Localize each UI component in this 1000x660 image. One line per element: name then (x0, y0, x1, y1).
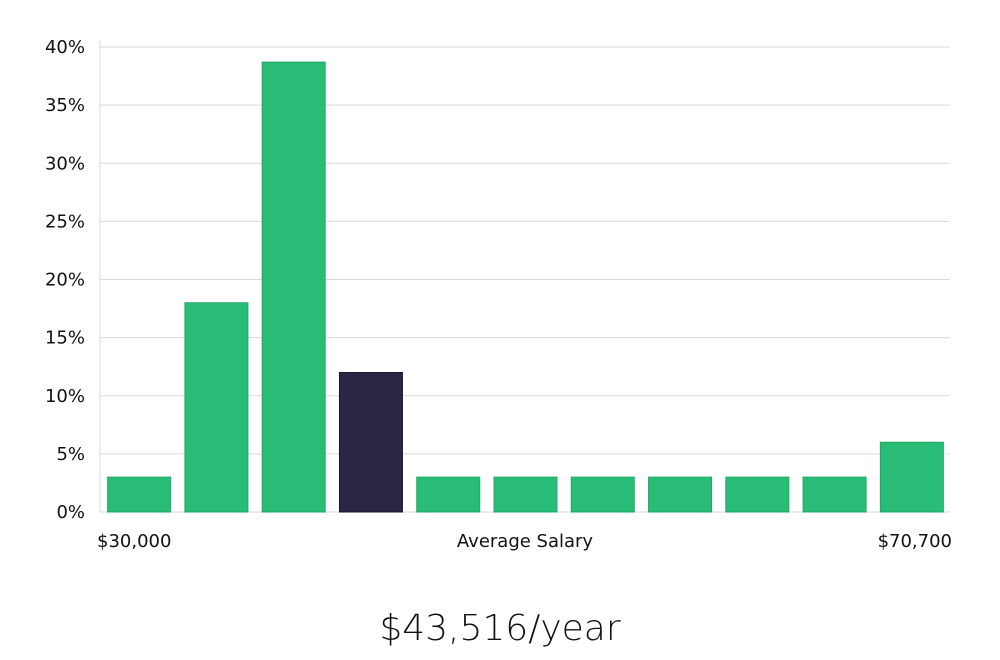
y-tick-label: 35% (45, 95, 85, 116)
bar (493, 476, 558, 513)
x-min-label: $30,000 (97, 531, 171, 552)
y-tick-label: 20% (45, 270, 85, 291)
bar-highlight (338, 372, 403, 513)
bar (570, 476, 635, 513)
average-salary-headline: $43,516/year (379, 608, 621, 649)
y-tick-label: 10% (45, 386, 85, 407)
bar (802, 476, 867, 513)
x-max-label: $70,700 (878, 531, 952, 552)
bar (416, 476, 481, 513)
bar (261, 61, 326, 513)
bar (184, 302, 249, 513)
bar (879, 441, 944, 513)
y-tick-label: 40% (45, 37, 85, 58)
chart-canvas: 0% 5% 10% 15% 20% 25% 30% 35% 40% $30,000 Average … (45, 37, 952, 552)
x-axis-label: Average Salary (457, 531, 594, 552)
y-tick-label: 30% (45, 153, 85, 174)
y-tick-label: 15% (45, 328, 85, 349)
y-tick-label: 25% (45, 211, 85, 232)
bar (107, 476, 172, 513)
y-tick-label: 0% (56, 502, 85, 523)
y-tick-label: 5% (56, 444, 85, 465)
bar (648, 476, 713, 513)
bar (725, 476, 790, 513)
